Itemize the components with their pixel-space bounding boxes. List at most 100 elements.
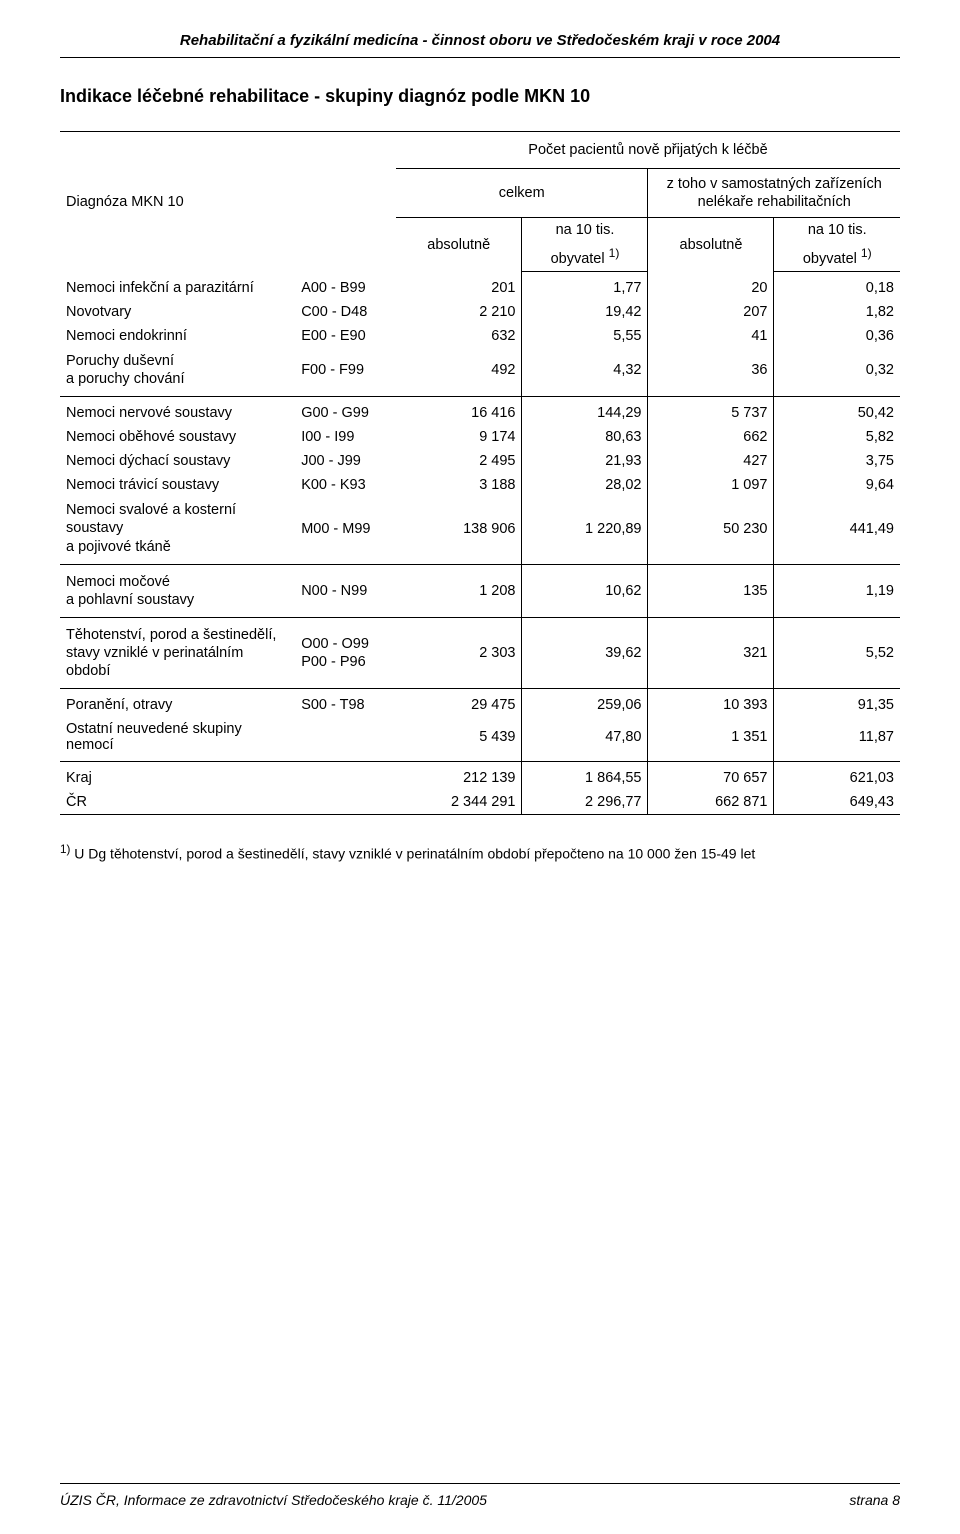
table-row: Nemoci trávicí soustavyK00 - K933 18828,… (60, 473, 900, 497)
value-abs-total: 29 475 (396, 689, 522, 718)
diagnosis-label: Nemoci dýchací soustavy (60, 449, 295, 473)
diagnosis-code: F00 - F99 (295, 348, 396, 397)
diagnosis-label: Nemoci svalové a kosterní soustavya poji… (60, 497, 295, 564)
document-header: Rehabilitační a fyzikální medicína - čin… (60, 32, 900, 58)
value-abs-total: 16 416 (396, 397, 522, 426)
diagnosis-label: Poruchy duševnía poruchy chování (60, 348, 295, 397)
diagnosis-code: J00 - J99 (295, 449, 396, 473)
page-footer: ÚZIS ČR, Informace ze zdravotnictví Stře… (60, 1483, 900, 1508)
header-per10k-1a: na 10 tis. (522, 218, 648, 243)
value-rate-total: 47,80 (522, 717, 648, 762)
value-rate-sub: 441,49 (774, 497, 900, 564)
value-abs-sub: 70 657 (648, 762, 774, 791)
value-rate-sub: 1,82 (774, 300, 900, 324)
diagnosis-label: Těhotenství, porod a šestinedělí,stavy v… (60, 617, 295, 688)
value-abs-sub: 321 (648, 617, 774, 688)
diagnosis-code: C00 - D48 (295, 300, 396, 324)
value-abs-sub: 135 (648, 564, 774, 617)
value-rate-total: 80,63 (522, 425, 648, 449)
diagnosis-label: Novotvary (60, 300, 295, 324)
diagnosis-label: Nemoci nervové soustavy (60, 397, 295, 426)
value-rate-sub: 3,75 (774, 449, 900, 473)
value-rate-total: 259,06 (522, 689, 648, 718)
diagnosis-label: Nemoci oběhové soustavy (60, 425, 295, 449)
value-abs-total: 2 210 (396, 300, 522, 324)
value-abs-sub: 427 (648, 449, 774, 473)
diagnosis-code: E00 - E90 (295, 324, 396, 348)
diagnosis-label: Nemoci endokrinní (60, 324, 295, 348)
diagnosis-code (295, 717, 396, 762)
table-row: Nemoci oběhové soustavyI00 - I999 17480,… (60, 425, 900, 449)
value-abs-sub: 41 (648, 324, 774, 348)
value-rate-total: 1,77 (522, 272, 648, 301)
header-rowlabel: Diagnóza MKN 10 (60, 132, 295, 272)
diagnosis-label: Nemoci močovéa pohlavní soustavy (60, 564, 295, 617)
value-abs-sub: 20 (648, 272, 774, 301)
footer-right: strana 8 (849, 1492, 900, 1508)
table-row: Nemoci močovéa pohlavní soustavyN00 - N9… (60, 564, 900, 617)
diagnosis-code: N00 - N99 (295, 564, 396, 617)
diagnosis-label: Poranění, otravy (60, 689, 295, 718)
value-abs-total: 201 (396, 272, 522, 301)
table-row: ČR2 344 2912 296,77662 871649,43 (60, 790, 900, 815)
value-rate-total: 10,62 (522, 564, 648, 617)
table-row: Kraj212 1391 864,5570 657621,03 (60, 762, 900, 791)
diagnosis-code: M00 - M99 (295, 497, 396, 564)
value-rate-total: 21,93 (522, 449, 648, 473)
value-rate-sub: 0,36 (774, 324, 900, 348)
table-row: Nemoci dýchací soustavyJ00 - J992 49521,… (60, 449, 900, 473)
diagnosis-code (295, 790, 396, 815)
value-abs-total: 2 344 291 (396, 790, 522, 815)
diagnosis-code: A00 - B99 (295, 272, 396, 301)
value-rate-sub: 91,35 (774, 689, 900, 718)
diagnosis-code: O00 - O99P00 - P96 (295, 617, 396, 688)
value-rate-total: 4,32 (522, 348, 648, 397)
table-row: Poranění, otravyS00 - T9829 475259,0610 … (60, 689, 900, 718)
value-rate-total: 144,29 (522, 397, 648, 426)
value-abs-total: 1 208 (396, 564, 522, 617)
diagnosis-code (295, 762, 396, 791)
value-rate-total: 5,55 (522, 324, 648, 348)
value-rate-sub: 5,52 (774, 617, 900, 688)
diagnosis-label: Nemoci infekční a parazitární (60, 272, 295, 301)
diagnosis-table: Diagnóza MKN 10 Počet pacientů nově přij… (60, 131, 900, 815)
footer-left: ÚZIS ČR, Informace ze zdravotnictví Stře… (60, 1492, 487, 1508)
value-rate-total: 19,42 (522, 300, 648, 324)
value-abs-sub: 207 (648, 300, 774, 324)
value-rate-sub: 11,87 (774, 717, 900, 762)
value-abs-sub: 50 230 (648, 497, 774, 564)
value-abs-total: 9 174 (396, 425, 522, 449)
value-rate-sub: 621,03 (774, 762, 900, 791)
value-abs-total: 2 495 (396, 449, 522, 473)
diagnosis-code: I00 - I99 (295, 425, 396, 449)
header-per10k-1b: obyvatel 1) (522, 242, 648, 271)
footnote: 1) U Dg těhotenství, porod a šestinedělí… (60, 843, 900, 862)
table-row: Nemoci svalové a kosterní soustavya poji… (60, 497, 900, 564)
value-rate-total: 28,02 (522, 473, 648, 497)
diagnosis-code: K00 - K93 (295, 473, 396, 497)
value-rate-sub: 5,82 (774, 425, 900, 449)
value-abs-total: 5 439 (396, 717, 522, 762)
header-abs-1: absolutně (396, 218, 522, 272)
table-row: Poruchy duševnía poruchy chováníF00 - F9… (60, 348, 900, 397)
value-abs-sub: 1 351 (648, 717, 774, 762)
value-abs-total: 3 188 (396, 473, 522, 497)
value-rate-sub: 1,19 (774, 564, 900, 617)
table-row: Nemoci nervové soustavyG00 - G9916 41614… (60, 397, 900, 426)
diagnosis-code: G00 - G99 (295, 397, 396, 426)
value-abs-sub: 36 (648, 348, 774, 397)
value-abs-sub: 10 393 (648, 689, 774, 718)
value-rate-total: 1 864,55 (522, 762, 648, 791)
header-per10k-2a: na 10 tis. (774, 218, 900, 243)
value-rate-sub: 0,32 (774, 348, 900, 397)
value-abs-sub: 662 871 (648, 790, 774, 815)
value-rate-sub: 50,42 (774, 397, 900, 426)
value-rate-total: 1 220,89 (522, 497, 648, 564)
header-group-sub: z toho v samostatných zařízeních nelékař… (648, 169, 900, 218)
table-row: Těhotenství, porod a šestinedělí,stavy v… (60, 617, 900, 688)
value-abs-total: 492 (396, 348, 522, 397)
diagnosis-label: ČR (60, 790, 295, 815)
value-abs-sub: 5 737 (648, 397, 774, 426)
diagnosis-code: S00 - T98 (295, 689, 396, 718)
header-abs-2: absolutně (648, 218, 774, 272)
